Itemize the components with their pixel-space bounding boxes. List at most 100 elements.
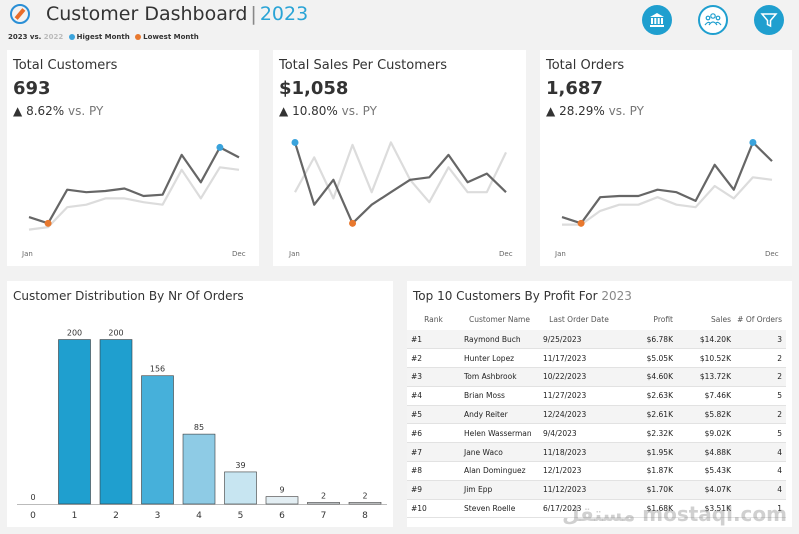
- rank-cell: #2: [407, 348, 460, 369]
- current-year-line: [561, 141, 773, 225]
- axis-label-start: Jan: [555, 250, 566, 258]
- kpi-change: ▲ 10.80% vs. PY: [279, 104, 377, 118]
- x-tick-label: 7: [321, 511, 327, 521]
- col-header-orders[interactable]: # Of Orders: [737, 314, 782, 324]
- highest-month-point: [749, 138, 757, 146]
- table-row[interactable]: #8 Alan Dominguez 12/1/2023 $1.87K $5.43K 4: [407, 461, 786, 481]
- customer-name-cell: Brian Moss: [460, 386, 539, 406]
- col-header-sales[interactable]: Sales: [711, 314, 731, 324]
- previous-year-line: [28, 166, 240, 231]
- sales-cell: $5.43K: [676, 461, 734, 481]
- customer-name-cell: Jim Epp: [460, 480, 539, 500]
- table-row[interactable]: #9 Jim Epp 11/12/2023 $1.70K $4.07K 4: [407, 480, 786, 500]
- previous-year-line: [294, 141, 507, 204]
- orders-cell: 1: [734, 499, 786, 519]
- table-row[interactable]: #1 Raymond Buch 9/25/2023 $6.78K $14.20K 3: [407, 330, 786, 350]
- last-order-date-cell: 11/17/2023: [539, 348, 619, 369]
- customer-name-cell: Helen Wasserman: [460, 423, 539, 444]
- rank-cell: #1: [407, 330, 460, 350]
- bank-button[interactable]: [642, 5, 672, 35]
- bar-value-label: 200: [67, 329, 82, 338]
- axis-label-start: Jan: [289, 250, 300, 258]
- bank-icon: [650, 13, 664, 27]
- table-row[interactable]: #10 Steven Roelle 6/17/2023 $1.68K $3.51K 1: [407, 499, 786, 519]
- people-group-icon: [704, 13, 722, 26]
- customer-name-cell: Steven Roelle: [460, 499, 539, 519]
- orders-cell: 5: [734, 423, 786, 444]
- x-tick-label: 2: [113, 511, 119, 521]
- bar-value-label: 2: [321, 491, 326, 500]
- table-body: #1 Raymond Buch 9/25/2023 $6.78K $14.20K 3 #2 H…: [407, 330, 786, 519]
- orders-cell: 2: [734, 405, 786, 425]
- last-order-date-cell: 11/27/2023: [539, 386, 619, 406]
- bar-value-label: 85: [194, 423, 204, 432]
- orders-cell: 5: [734, 386, 786, 406]
- x-tick-label: 0: [30, 511, 36, 521]
- table-header-row: Rank Customer Name Last Order Date Profi…: [407, 308, 786, 330]
- rank-cell: #3: [407, 367, 460, 387]
- table-row[interactable]: #7 Jane Waco 11/18/2023 $1.95K $4.88K 4: [407, 442, 786, 463]
- col-header-profit[interactable]: Profit: [653, 314, 673, 324]
- title-year: 2023: [259, 3, 309, 25]
- kpi-card-total-orders: Total Orders 1,687 ▲ 28.29% vs. PY Jan D…: [540, 50, 792, 266]
- sales-cell: $4.88K: [676, 442, 734, 463]
- dashboard-header: Customer Dashboard | 2023 2023 vs. 2022 Hi…: [0, 0, 799, 46]
- x-tick-label: 4: [196, 511, 202, 521]
- table-row[interactable]: #2 Hunter Lopez 11/17/2023 $5.05K $10.52K 2: [407, 348, 786, 369]
- bar-value-label: 200: [108, 329, 123, 338]
- bar: [99, 339, 133, 505]
- sales-cell: $5.82K: [676, 405, 734, 425]
- rank-cell: #10: [407, 499, 460, 519]
- col-header-rank[interactable]: Rank: [424, 314, 443, 324]
- kpi-change: ▲ 28.29% vs. PY: [546, 104, 644, 118]
- sales-cell: $7.46K: [676, 386, 734, 406]
- rank-cell: #6: [407, 423, 460, 444]
- customer-name-cell: Raymond Buch: [460, 330, 539, 350]
- kpi-card-total-customers: Total Customers 693 ▲ 8.62% vs. PY Jan D…: [7, 50, 259, 266]
- sales-cell: $4.07K: [676, 480, 734, 500]
- axis-label-end: Dec: [765, 250, 779, 258]
- orders-cell: 2: [734, 348, 786, 369]
- bar-value-label: 0: [30, 493, 35, 502]
- col-header-last-order[interactable]: Last Order Date: [549, 314, 609, 324]
- bar: [224, 471, 257, 505]
- previous-year-line: [562, 176, 773, 226]
- table-row[interactable]: #3 Tom Ashbrook 10/22/2023 $4.60K $13.72K 2: [407, 367, 786, 387]
- last-order-date-cell: 11/18/2023: [539, 442, 619, 463]
- table-row[interactable]: #6 Helen Wasserman 9/4/2023 $2.32K $9.02K 5: [407, 423, 786, 444]
- rank-cell: #9: [407, 480, 460, 500]
- profit-cell: $2.63K: [619, 386, 676, 406]
- bar-value-label: 2: [362, 491, 367, 500]
- table-row[interactable]: #5 Andy Reiter 12/24/2023 $2.61K $5.82K 2: [407, 405, 786, 425]
- profit-cell: $2.32K: [619, 423, 676, 444]
- customer-name-cell: Alan Dominguez: [460, 461, 539, 481]
- last-order-date-cell: 12/1/2023: [539, 461, 619, 481]
- up-arrow-icon: ▲: [13, 104, 23, 118]
- up-arrow-icon: ▲: [546, 104, 556, 118]
- orders-cell: 2: [734, 367, 786, 387]
- table-row[interactable]: #4 Brian Moss 11/27/2023 $2.63K $7.46K 5: [407, 386, 786, 406]
- profit-cell: $1.87K: [619, 461, 676, 481]
- sales-cell: $3.51K: [676, 499, 734, 519]
- orders-cell: 4: [734, 480, 786, 500]
- bar-value-label: 9: [279, 486, 284, 495]
- sparkline-chart: [291, 138, 507, 227]
- orders-cell: 4: [734, 461, 786, 481]
- kpi-change: ▲ 8.62% vs. PY: [13, 104, 104, 118]
- bar: [265, 496, 299, 505]
- customer-name-cell: Tom Ashbrook: [460, 367, 539, 387]
- bar: [182, 433, 216, 505]
- col-header-customer[interactable]: Customer Name: [469, 314, 530, 324]
- kpi-value: $1,058: [279, 78, 349, 99]
- bar: [58, 339, 91, 505]
- top10-card: Top 10 Customers By Profit For 2023 Rank…: [407, 281, 792, 527]
- current-year-line: [28, 146, 240, 225]
- filter-button[interactable]: [754, 5, 784, 35]
- last-order-date-cell: 12/24/2023: [539, 405, 619, 425]
- axis-label-end: Dec: [499, 250, 513, 258]
- customers-button[interactable]: [698, 5, 728, 35]
- profit-cell: $6.78K: [619, 330, 676, 350]
- highest-month-point: [291, 138, 299, 146]
- profit-cell: $1.95K: [619, 442, 676, 463]
